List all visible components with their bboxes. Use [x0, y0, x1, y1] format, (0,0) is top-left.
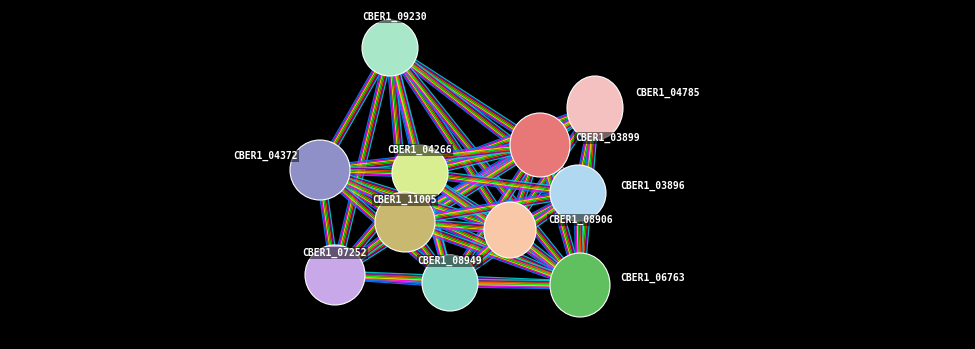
- Ellipse shape: [290, 140, 350, 200]
- Ellipse shape: [375, 192, 435, 252]
- Text: CBER1_07252: CBER1_07252: [302, 248, 368, 258]
- Text: CBER1_04372: CBER1_04372: [233, 151, 298, 161]
- Text: CBER1_03896: CBER1_03896: [620, 181, 684, 191]
- Ellipse shape: [362, 20, 418, 76]
- Text: CBER1_08906: CBER1_08906: [548, 215, 612, 225]
- Text: CBER1_04785: CBER1_04785: [635, 88, 700, 98]
- Ellipse shape: [550, 165, 606, 221]
- Ellipse shape: [392, 145, 448, 201]
- Text: CBER1_11005: CBER1_11005: [372, 195, 438, 205]
- Ellipse shape: [305, 245, 365, 305]
- Ellipse shape: [484, 202, 536, 258]
- Text: CBER1_08949: CBER1_08949: [417, 256, 483, 266]
- Ellipse shape: [567, 76, 623, 140]
- Text: CBER1_04266: CBER1_04266: [388, 145, 452, 155]
- Ellipse shape: [550, 253, 610, 317]
- Text: CBER1_03899: CBER1_03899: [575, 133, 640, 143]
- Ellipse shape: [422, 255, 478, 311]
- Text: CBER1_06763: CBER1_06763: [620, 273, 684, 283]
- Ellipse shape: [510, 113, 570, 177]
- Text: CBER1_09230: CBER1_09230: [363, 12, 427, 22]
